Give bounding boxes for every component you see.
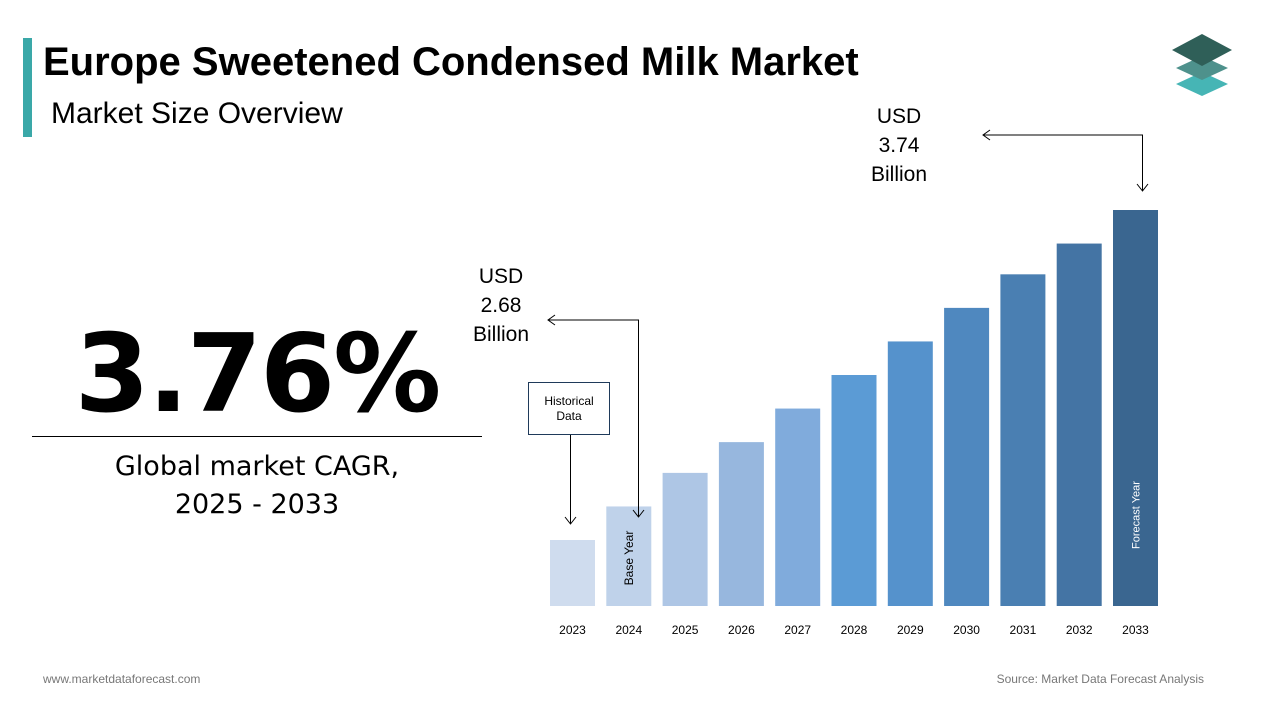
divider bbox=[32, 436, 482, 437]
base-value-number: 2.68 bbox=[480, 294, 522, 317]
historical-line2: Data bbox=[556, 408, 582, 423]
source-note: Source: Market Data Forecast Analysis bbox=[996, 672, 1204, 686]
x-tick-label: 2027 bbox=[784, 623, 811, 637]
bar-2027 bbox=[775, 408, 821, 606]
x-tick-label: 2033 bbox=[1122, 623, 1149, 637]
historical-line1: Historical bbox=[544, 393, 594, 408]
forecast-value-currency: USD bbox=[876, 105, 922, 128]
bar-2023 bbox=[550, 540, 595, 606]
x-tick-label: 2029 bbox=[897, 623, 924, 637]
forecast-value-label: USD 3.74 Billion bbox=[854, 102, 944, 189]
forecast-value-number: 3.74 bbox=[878, 134, 920, 157]
bar-2025 bbox=[662, 472, 708, 606]
x-tick-label: 2030 bbox=[953, 623, 980, 637]
forecast-value-unit: Billion bbox=[870, 163, 928, 186]
cagr-value: 3.76% bbox=[74, 312, 442, 437]
x-tick-label: 2031 bbox=[1010, 623, 1037, 637]
page-title: Europe Sweetened Condensed Milk Market bbox=[43, 40, 859, 84]
base-arrow bbox=[547, 314, 645, 518]
forecast-arrow bbox=[982, 129, 1149, 192]
bar-2031 bbox=[1000, 274, 1046, 606]
base-value-currency: USD bbox=[478, 265, 524, 288]
x-tick-label: 2023 bbox=[559, 623, 586, 637]
bar-2029 bbox=[887, 341, 933, 606]
x-tick-label: 2025 bbox=[672, 623, 699, 637]
bar-2028 bbox=[831, 375, 877, 606]
x-tick-label: 2032 bbox=[1066, 623, 1093, 637]
base-year-label: Base Year bbox=[622, 531, 636, 586]
title-accent-bar bbox=[23, 38, 32, 137]
stacked-layers-logo-icon bbox=[1172, 34, 1232, 96]
cagr-label: Global market CAGR, 2025 - 2033 bbox=[32, 448, 482, 524]
bar-2030 bbox=[944, 307, 990, 606]
base-value-unit: Billion bbox=[472, 323, 530, 346]
website-link[interactable]: www.marketdataforecast.com bbox=[43, 672, 201, 686]
bar-2032 bbox=[1056, 243, 1102, 606]
bar-2033 bbox=[1113, 210, 1158, 606]
x-tick-label: 2028 bbox=[841, 623, 868, 637]
x-tick-label: 2026 bbox=[728, 623, 755, 637]
x-tick-label: 2024 bbox=[615, 623, 642, 637]
cagr-label-period: 2025 - 2033 bbox=[174, 489, 340, 520]
forecast-year-label: Forecast Year bbox=[1131, 481, 1143, 549]
base-value-label: USD 2.68 Billion bbox=[456, 262, 546, 349]
bar-2024 bbox=[606, 506, 652, 606]
page-subtitle: Market Size Overview bbox=[51, 97, 343, 130]
historical-arrow bbox=[564, 435, 577, 525]
cagr-label-line1: Global market CAGR, bbox=[114, 451, 400, 482]
bar-2026 bbox=[718, 442, 764, 606]
historical-data-box: Historical Data bbox=[528, 382, 610, 435]
